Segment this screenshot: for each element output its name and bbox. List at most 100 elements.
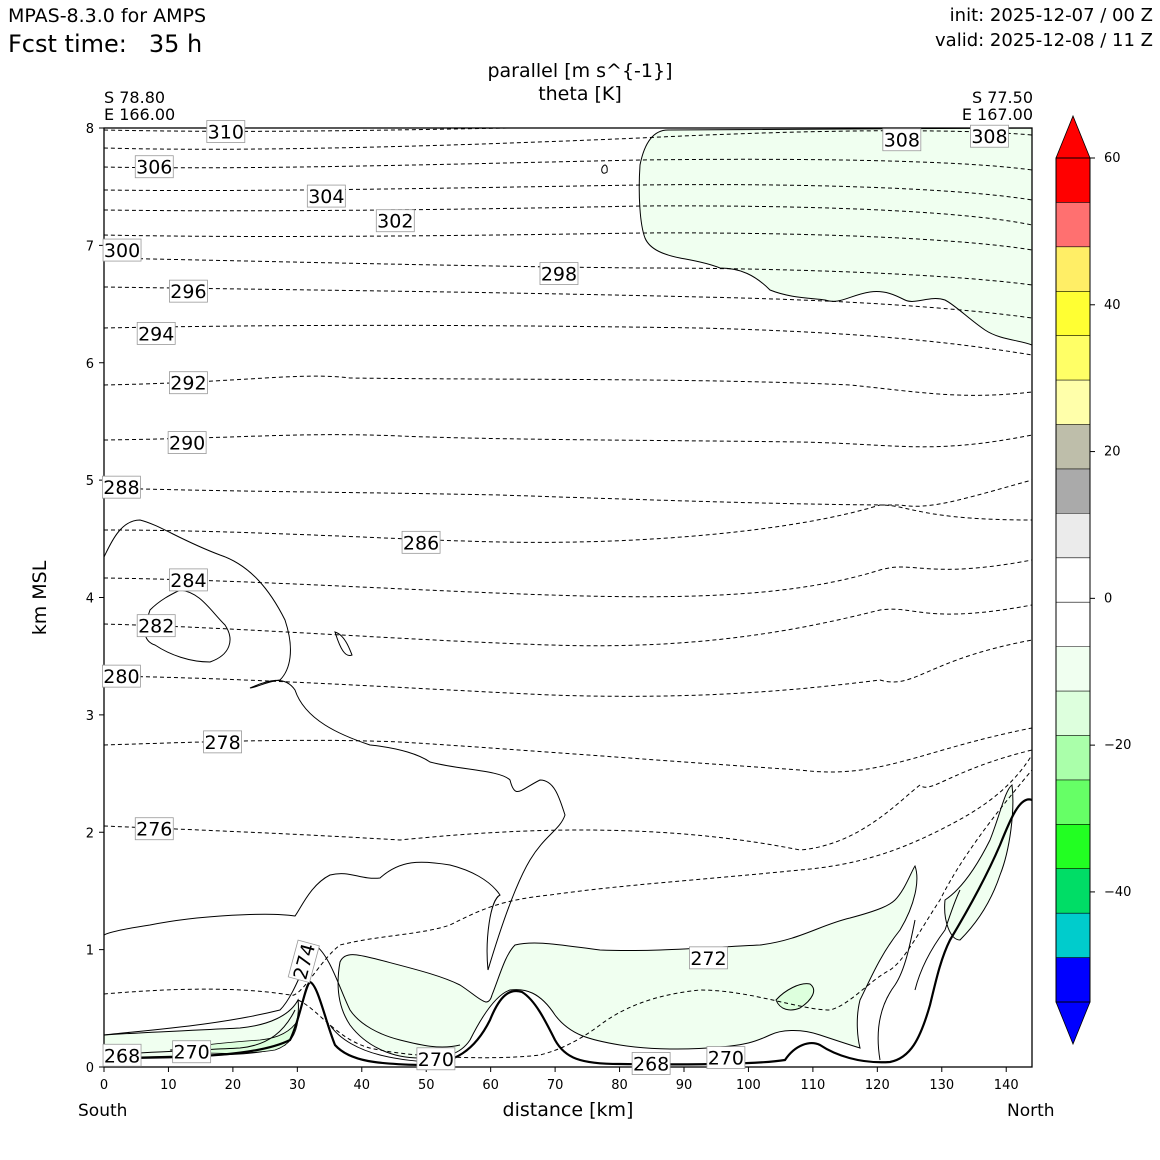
end-point-lon: E 167.00	[961, 105, 1033, 124]
theta-label-text: 278	[204, 732, 240, 754]
theta-label-box	[970, 124, 1009, 148]
theta-label-box	[169, 568, 208, 592]
colorbar-tick-label: 40	[1104, 298, 1121, 313]
start-point-lon: E 166.00	[104, 105, 176, 124]
theta-label: 268	[631, 1052, 671, 1075]
theta-label-text: 270	[174, 1042, 210, 1064]
theta-label-box	[539, 262, 579, 285]
end-point-coords: S 77.50 E 167.00	[962, 89, 1033, 123]
x-tick-label: 50	[418, 1078, 435, 1093]
theta-label-text: 310	[208, 122, 244, 144]
south-label: South	[78, 1101, 128, 1121]
theta-label-box	[401, 530, 441, 554]
theta-label: 274	[287, 939, 320, 984]
y-tick-label: 1	[86, 944, 94, 959]
colorbar-tick-label: −40	[1104, 885, 1131, 900]
theta-label: 290	[167, 431, 207, 455]
theta-label-text: 268	[633, 1053, 669, 1075]
terrain-line	[104, 798, 1032, 1067]
theta-label-text: 286	[403, 532, 439, 554]
theta-label-text: 272	[690, 948, 726, 970]
x-tick-label: 40	[354, 1078, 371, 1093]
theta-label-text: 306	[136, 157, 172, 179]
theta-label-box	[134, 155, 174, 179]
theta-label: 310	[206, 120, 246, 144]
colorbar-segment	[1056, 646, 1090, 692]
theta-label-text: 294	[138, 323, 174, 345]
theta-label-box	[631, 1052, 671, 1075]
x-tick-label: 130	[929, 1078, 954, 1093]
y-tick-label: 2	[86, 826, 94, 841]
colorbar-segment	[1056, 380, 1090, 425]
theta-label: 276	[134, 817, 174, 841]
init-time: init: 2025-12-07 / 00 Z	[949, 5, 1153, 26]
theta-label-box	[416, 1047, 456, 1071]
theta-label: 280	[102, 664, 141, 688]
theta-label-box	[206, 120, 246, 143]
theta-label-text: 304	[308, 186, 344, 208]
theta-label-box	[134, 817, 174, 841]
theta-label-text: 270	[418, 1049, 454, 1071]
theta-label: 308	[882, 128, 922, 152]
colorbar-extend-high	[1055, 114, 1091, 159]
x-tick-label: 60	[482, 1078, 499, 1093]
colorbar-segment	[1056, 246, 1090, 292]
theta-label-text: 308	[884, 130, 920, 152]
colorbar-segment	[1056, 557, 1090, 603]
end-point-lat: S 77.50	[971, 88, 1033, 107]
y-tick-label: 3	[86, 709, 94, 724]
forecast-time-value: 35 h	[148, 30, 203, 58]
theta-label-box	[882, 128, 922, 152]
theta-label-text: 270	[708, 1048, 744, 1070]
theta-label-box	[102, 238, 142, 262]
theta-label-text: 308	[971, 126, 1007, 148]
theta-label: 272	[689, 946, 728, 970]
y-tick-label: 0	[86, 1061, 94, 1076]
x-tick-label: 90	[676, 1078, 693, 1093]
theta-label-text: 274	[289, 941, 320, 982]
theta-label: 292	[169, 371, 208, 395]
colorbar-extend-low	[1055, 1001, 1091, 1046]
colorbar-segment	[1056, 291, 1090, 336]
colorbar-tick-label: 0	[1104, 591, 1112, 606]
theta-label: 282	[136, 614, 176, 638]
colorbar-segment	[1056, 957, 1090, 1002]
colorbar-segment	[1056, 824, 1090, 869]
theta-label-box	[375, 209, 415, 233]
colorbar-tick-label: 60	[1104, 151, 1121, 166]
theta-label-box	[306, 184, 346, 208]
theta-label-box	[169, 279, 208, 303]
model-title: MPAS-8.3.0 for AMPS	[8, 5, 207, 27]
start-point-lat: S 78.80	[104, 88, 166, 107]
colorbar-segment	[1056, 691, 1090, 736]
shaded-region-right-ridge	[944, 784, 1014, 941]
theta-label: 294	[136, 322, 176, 345]
colorbar: 60 40 20 0 −20 −40	[1055, 114, 1131, 1046]
x-axis-ticks: 0 10 20 30 40 50 60 70 80 90 100 110 120 130 140	[100, 1067, 1019, 1093]
theta-label-text: 302	[377, 211, 413, 233]
theta-label-box	[287, 939, 320, 984]
chart-title: parallel [m s^{-1}] theta [K]	[380, 60, 780, 106]
x-tick-label: 0	[100, 1078, 108, 1093]
y-tick-label: 8	[86, 122, 94, 137]
y-tick-label: 5	[86, 474, 94, 489]
theta-label-text: 300	[104, 240, 140, 262]
theta-label-box	[169, 371, 208, 395]
y-axis-ticks: 0 1 2 3 4 5 6 7 8	[86, 122, 104, 1076]
theta-label-text: 268	[104, 1045, 140, 1067]
colorbar-tick-label: −20	[1104, 738, 1131, 753]
x-tick-label: 70	[547, 1078, 564, 1093]
valid-time: valid: 2025-12-08 / 11 Z	[935, 30, 1153, 51]
theta-label: 300	[102, 238, 142, 262]
theta-label: 304	[306, 184, 346, 208]
theta-label-text: 288	[103, 477, 139, 499]
forecast-time-label: Fcst time:	[8, 30, 127, 58]
theta-label: 296	[169, 279, 208, 303]
x-tick-label: 110	[800, 1078, 825, 1093]
colorbar-tick-label: 20	[1104, 445, 1121, 460]
start-point-coords: S 78.80 E 166.00	[104, 89, 175, 123]
colorbar-segment	[1056, 158, 1090, 203]
shaded-region-upper-right	[638, 128, 1032, 346]
y-tick-label: 6	[86, 357, 94, 372]
